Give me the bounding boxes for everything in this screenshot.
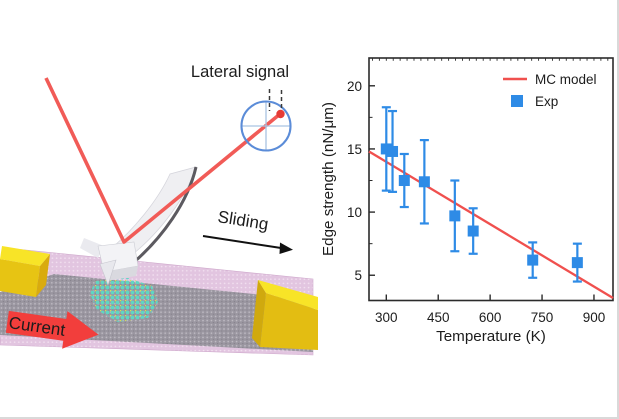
electrode-right [252,280,318,350]
lateral-signal-label: Lateral signal [191,63,289,81]
x-tick-label: 600 [479,310,502,325]
tip-holder-front [104,266,138,281]
electrode-right-side [252,280,266,347]
sliding-arrow [202,235,282,249]
sliding-arrowhead [279,242,293,254]
exp-data-point [387,145,399,157]
electrode-left-side [36,254,50,297]
electrode-left [0,246,50,297]
legend: MC model Exp [503,72,597,109]
exp-data-point [467,225,479,237]
exp-data-point [418,176,430,188]
window-edge-bottom [0,417,619,419]
photodetector [240,89,292,152]
schematic-panel: Current Lateral signal Sliding [0,63,318,356]
x-tick-label: 900 [583,310,606,325]
x-tick-label: 450 [427,310,450,325]
y-tick-label: 15 [347,142,362,157]
sliding-label: Sliding [216,207,269,234]
chart-panel: 300 450 600 750 900 5 10 15 20 Temperature (K) E… [320,57,614,345]
exp-data-point [380,143,392,155]
chart-plot-area: 300 450 600 750 900 5 10 15 20 [347,57,614,325]
electrode-left-top [0,246,50,266]
window-edge-right [617,0,619,419]
y-tick-label: 10 [347,205,362,220]
detector-ring [240,100,292,152]
afm-tip [99,259,117,286]
y-tick-label: 5 [354,268,362,283]
legend-mc-label: MC model [535,72,597,87]
laser-spot [276,109,285,119]
cantilever-arm [80,238,104,258]
plot-frame [368,57,614,302]
exp-data-point [527,254,539,266]
legend-exp-label: Exp [535,94,558,109]
x-axis-label: Temperature (K) [436,328,546,345]
exp-data-point [571,257,583,269]
exp-data-point [398,175,410,187]
x-tick-label: 300 [375,310,398,325]
electrode-right-top [258,280,318,310]
y-axis-label: Edge strength (nN/μm) [320,102,337,256]
current-arrow-shape [5,310,99,349]
x-tick-label: 750 [531,310,554,325]
cantilever-edge [132,166,198,265]
sliding-group: Sliding [216,207,269,234]
y-tick-label: 20 [347,79,362,94]
electrode-right-front [260,293,318,350]
legend-square-swatch [511,95,523,107]
exp-data-point [449,210,461,222]
electrode-left-front [0,259,40,297]
nano-island [90,278,158,322]
laser-beam [44,77,282,244]
